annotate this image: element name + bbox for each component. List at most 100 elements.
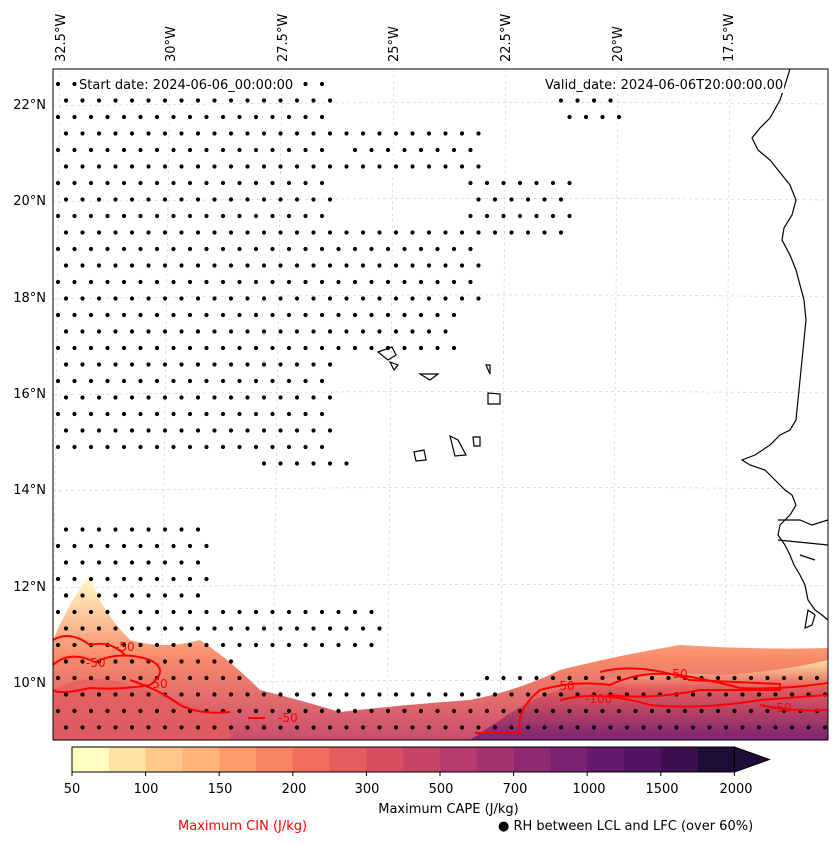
rh-dot xyxy=(261,692,267,697)
rh-dot xyxy=(195,395,201,400)
rh-dot xyxy=(682,708,688,714)
rh-dot xyxy=(72,147,77,153)
rh-dot xyxy=(121,246,127,252)
rh-dot xyxy=(220,147,226,153)
rh-dot xyxy=(96,725,102,730)
rh-dot xyxy=(278,263,283,268)
rh-dot xyxy=(212,692,217,697)
rh-dot xyxy=(55,411,61,417)
rh-dot xyxy=(748,708,754,714)
rh-dot xyxy=(443,692,448,697)
rh-dot xyxy=(575,725,580,730)
rh-dot xyxy=(253,246,259,252)
rh-dot xyxy=(377,692,382,697)
rh-dot xyxy=(336,609,341,615)
rh-dot xyxy=(245,296,250,301)
rh-dot xyxy=(468,147,473,153)
rh-dot xyxy=(608,98,613,103)
rh-dot xyxy=(228,230,234,235)
rh-dot xyxy=(113,725,118,730)
rh-dot xyxy=(88,411,94,417)
rh-dot xyxy=(385,279,391,285)
rh-dot xyxy=(286,213,292,219)
rh-dot xyxy=(303,180,308,186)
rh-dot xyxy=(138,279,143,285)
rh-dot xyxy=(303,345,308,351)
rh-dot xyxy=(72,114,77,120)
rh-dot xyxy=(204,312,209,318)
rh-dot xyxy=(501,708,506,714)
colorbar-tick-label: 200 xyxy=(281,782,307,797)
rh-dot xyxy=(360,692,366,697)
rh-dot xyxy=(286,708,292,714)
rh-dot xyxy=(220,411,226,417)
rh-dot xyxy=(138,312,143,318)
rh-dot xyxy=(96,395,102,400)
lat-label: 18°N xyxy=(13,291,46,306)
colorbar-title: Maximum CAPE (J/kg) xyxy=(378,802,519,817)
rh-dot xyxy=(113,626,118,631)
rh-dot xyxy=(162,362,168,367)
rh-dot xyxy=(88,180,94,186)
rh-dot xyxy=(80,428,85,433)
rh-dot xyxy=(253,279,259,285)
rh-dot xyxy=(253,147,259,153)
rh-dot xyxy=(534,213,539,219)
rh-dot xyxy=(113,593,118,598)
rh-dot xyxy=(476,296,481,301)
rh-dot xyxy=(228,329,234,334)
rh-dot xyxy=(509,197,514,202)
rh-dot xyxy=(385,708,391,714)
rh-dot xyxy=(245,329,250,334)
rh-dot xyxy=(336,345,341,351)
rh-dot xyxy=(63,197,69,202)
rh-dot xyxy=(435,246,440,252)
colorbar xyxy=(71,746,771,776)
cin-label: -50 xyxy=(668,667,688,681)
rh-dot xyxy=(418,279,424,285)
rh-dot xyxy=(459,692,465,697)
rh-dot xyxy=(121,444,127,450)
lat-label: 20°N xyxy=(13,194,46,209)
rh-dot xyxy=(327,164,333,169)
rh-dot xyxy=(113,263,118,268)
rh-dot xyxy=(55,444,61,450)
rh-dot xyxy=(228,362,234,367)
rh-dot xyxy=(212,725,217,730)
rh-dot xyxy=(179,527,184,532)
rh-dot xyxy=(204,114,209,120)
rh-dot xyxy=(715,708,721,714)
rh-dot xyxy=(129,560,135,565)
rh-dot xyxy=(344,461,349,466)
rh-dot xyxy=(146,626,151,631)
rh-dot xyxy=(96,197,102,202)
rh-dot xyxy=(72,180,77,186)
rh-dot xyxy=(88,147,94,153)
rh-dot xyxy=(253,213,259,219)
rh-dot xyxy=(179,626,184,631)
rh-dot xyxy=(212,263,217,268)
rh-dot xyxy=(220,444,226,450)
rh-dot xyxy=(105,312,110,318)
rh-dots xyxy=(55,81,828,730)
rh-dot xyxy=(88,675,94,681)
rh-dot xyxy=(641,692,646,697)
rh-dot xyxy=(369,147,374,153)
rh-dot xyxy=(814,675,820,681)
cin-legend: Maximum CIN (J/kg) xyxy=(178,819,308,834)
rh-dot xyxy=(204,345,209,351)
rh-dot xyxy=(575,98,580,103)
rh-dot xyxy=(426,296,432,301)
rh-dot xyxy=(195,659,201,664)
lat-label: 12°N xyxy=(13,580,46,595)
rh-dot xyxy=(402,312,407,318)
rh-dot xyxy=(451,345,457,351)
colorbar-tick-label: 500 xyxy=(428,782,454,797)
rh-dot xyxy=(220,279,226,285)
rh-dot xyxy=(63,527,69,532)
rh-dot xyxy=(129,527,135,532)
rh-dot xyxy=(377,626,382,631)
lat-label: 10°N xyxy=(13,676,46,691)
rh-dot xyxy=(336,246,341,252)
rh-dot xyxy=(352,147,358,153)
